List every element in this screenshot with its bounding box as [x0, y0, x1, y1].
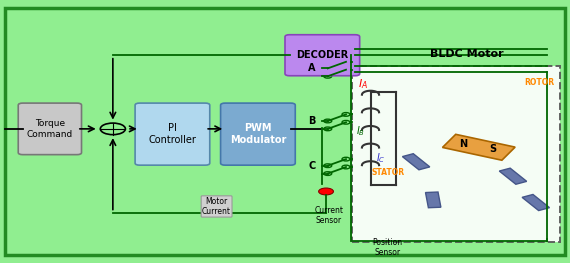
- Text: B: B: [308, 116, 315, 126]
- Polygon shape: [402, 154, 430, 170]
- Text: C: C: [308, 161, 315, 171]
- Circle shape: [319, 188, 333, 195]
- Polygon shape: [442, 134, 515, 160]
- Text: $I_B$: $I_B$: [356, 125, 365, 138]
- Text: ROTOR: ROTOR: [524, 78, 554, 87]
- FancyBboxPatch shape: [18, 103, 82, 155]
- Text: S: S: [490, 144, 496, 154]
- Polygon shape: [499, 168, 527, 184]
- Text: $I_C$: $I_C$: [376, 151, 386, 165]
- Polygon shape: [426, 192, 441, 208]
- Text: Current
Sensor: Current Sensor: [315, 206, 343, 225]
- Polygon shape: [522, 194, 549, 211]
- Text: Torque
Command: Torque Command: [27, 119, 73, 139]
- FancyBboxPatch shape: [352, 66, 560, 242]
- Text: Position
Sensor: Position Sensor: [373, 237, 402, 257]
- Text: N: N: [459, 139, 467, 149]
- Text: DECODER: DECODER: [296, 50, 348, 60]
- Text: $I_A$: $I_A$: [358, 77, 368, 91]
- Text: BLDC Motor: BLDC Motor: [430, 49, 504, 59]
- Text: A: A: [308, 63, 316, 73]
- FancyBboxPatch shape: [221, 103, 295, 165]
- FancyBboxPatch shape: [135, 103, 210, 165]
- FancyBboxPatch shape: [285, 35, 360, 76]
- Text: Motor
Current: Motor Current: [202, 197, 231, 216]
- Text: PWM
Modulator: PWM Modulator: [230, 123, 286, 145]
- Text: STATOR: STATOR: [372, 168, 405, 177]
- Text: PI
Controller: PI Controller: [149, 123, 196, 145]
